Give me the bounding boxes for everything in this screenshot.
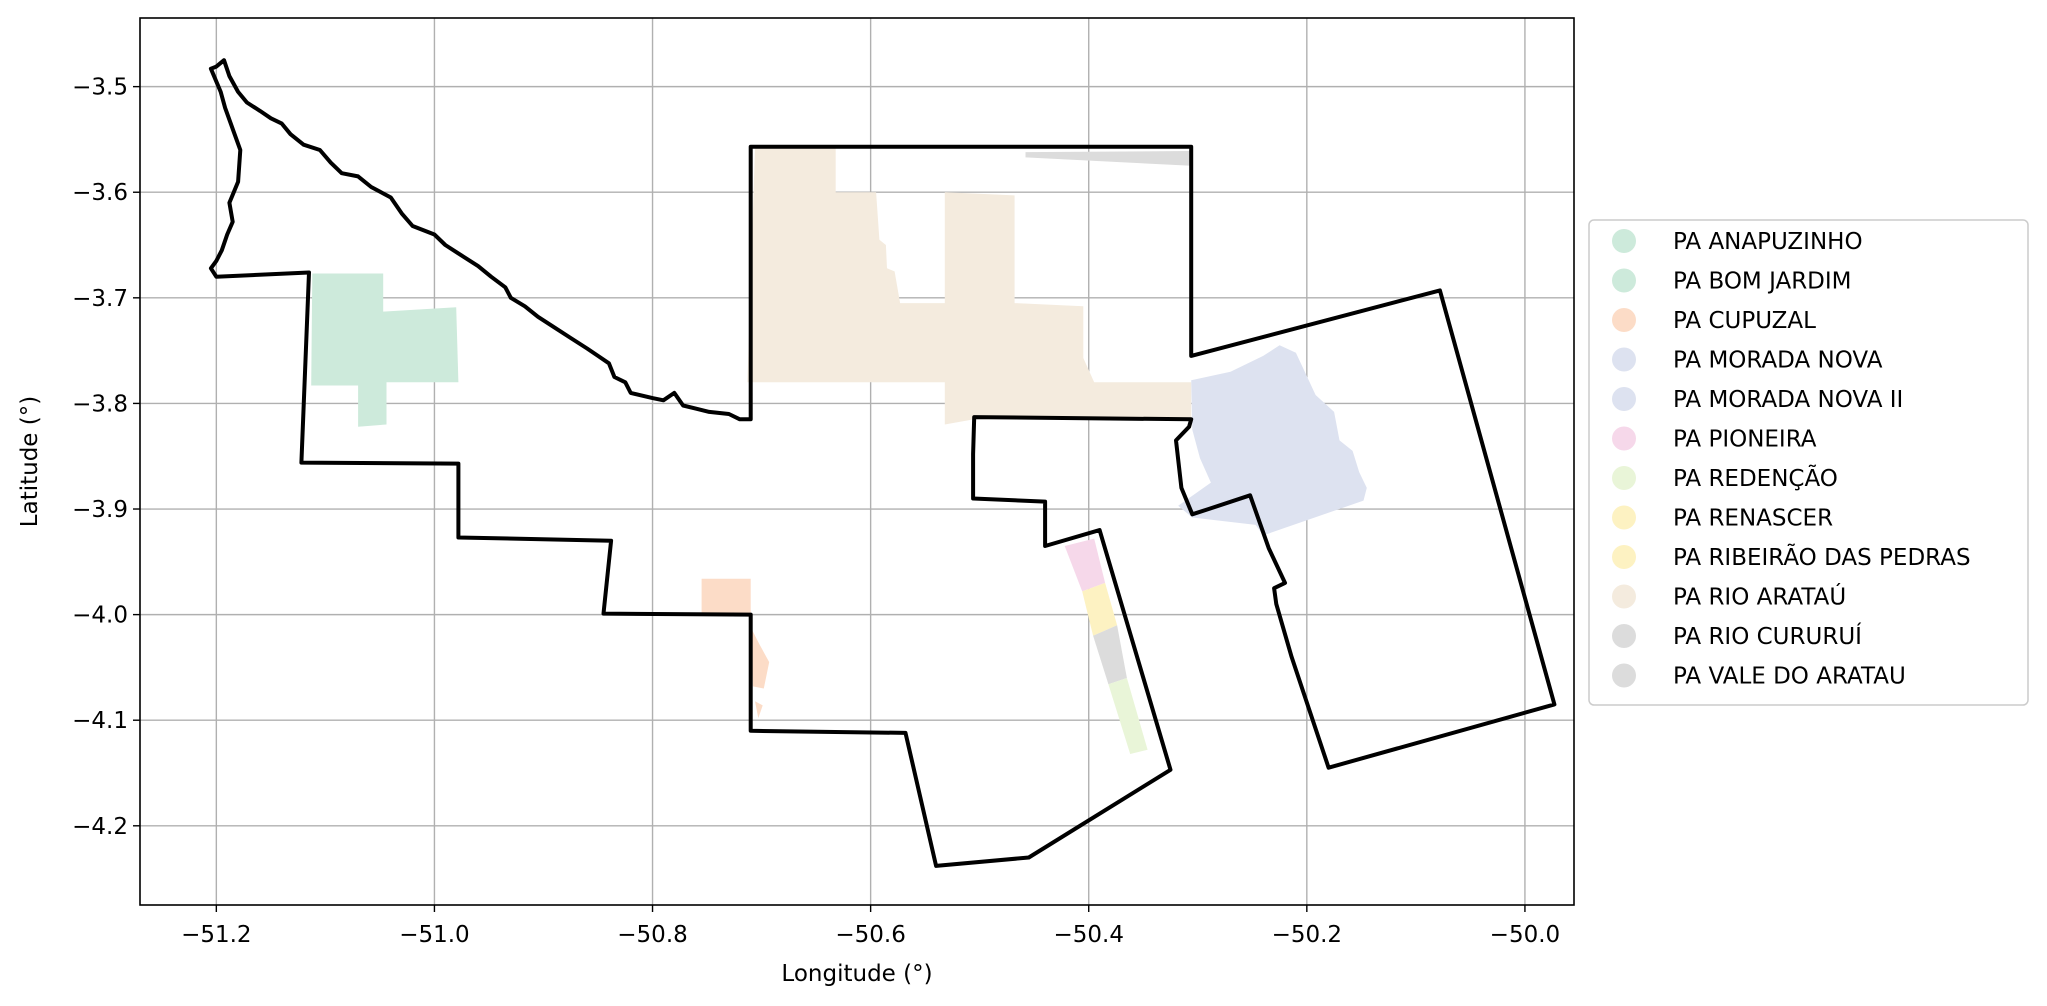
- x-tick-label: −50.8: [617, 922, 687, 948]
- legend-marker: [1612, 308, 1636, 332]
- legend-box: [1588, 219, 2029, 706]
- y-axis-label: Latitude (°): [17, 396, 43, 527]
- outline-polygon: [208, 58, 1557, 868]
- legend-marker: [1612, 347, 1636, 372]
- legend-label: PA RIO ARATAÚ: [1673, 583, 1846, 611]
- legend-label: PA REDENÇÃO: [1673, 464, 1838, 492]
- legend-marker: [1612, 545, 1636, 569]
- legend-label: PA BOM JARDIM: [1673, 269, 1852, 295]
- x-tick-label: −50.4: [1053, 922, 1123, 948]
- legend-label: PA RENASCER: [1673, 506, 1833, 532]
- x-tick-label: −51.2: [181, 922, 251, 948]
- legend-label: PA CUPUZAL: [1673, 308, 1816, 334]
- x-tick-label: −50.2: [1272, 922, 1342, 948]
- settlement-regions: [311, 147, 1367, 754]
- legend-marker: [1612, 624, 1636, 648]
- y-tick-label: −3.6: [72, 180, 128, 206]
- legend-label: PA MORADA NOVA II: [1673, 387, 1903, 413]
- region-polygon: [755, 701, 763, 719]
- x-tick-label: −50.6: [835, 922, 905, 948]
- legend-label: PA PIONEIRA: [1673, 427, 1817, 453]
- y-tick-label: −3.9: [72, 497, 128, 523]
- region-polygon: [311, 273, 459, 427]
- legend: PA ANAPUZINHO PA BOM JARDIM PA CUPUZAL PA M…: [1588, 219, 2029, 706]
- x-tick-label: −50.0: [1490, 922, 1560, 948]
- legend-marker: [1612, 426, 1636, 451]
- region-polygon: [1025, 151, 1192, 166]
- legend-label: PA RIBEIRÃO DAS PEDRAS: [1673, 543, 1971, 571]
- legend-marker: [1612, 229, 1636, 253]
- legend-label: PA RIO CURURUÍ: [1673, 622, 1862, 650]
- legend-label: PA ANAPUZINHO: [1673, 229, 1863, 255]
- legend-marker: [1612, 663, 1636, 688]
- region-polygon: [1178, 345, 1367, 536]
- x-tick-label: −51.0: [399, 922, 469, 948]
- y-tick-label: −4.2: [72, 814, 128, 840]
- legend-marker: [1612, 584, 1636, 609]
- x-axis-label: Longitude (°): [781, 961, 932, 987]
- y-tick-label: −4.0: [72, 603, 128, 629]
- region-polygon: [1108, 678, 1148, 754]
- region-polygon: [747, 147, 1192, 425]
- plot-frame: [139, 17, 1575, 906]
- legend-marker: [1612, 387, 1636, 411]
- region-polygon: [1064, 538, 1106, 592]
- y-tick-label: −4.1: [72, 708, 128, 734]
- legend-label: PA MORADA NOVA: [1673, 348, 1883, 374]
- legend-marker: [1612, 505, 1636, 530]
- axis-ticks: −51.2 −51.0 −50.8 −50.6 −50.4 −50.2 −50.0 −3.5 −…: [72, 75, 1560, 948]
- y-tick-label: −3.5: [72, 75, 128, 101]
- region-polygon: [1082, 582, 1118, 636]
- y-tick-label: −3.8: [72, 391, 128, 417]
- y-tick-label: −3.7: [72, 286, 128, 312]
- legend-marker: [1612, 268, 1636, 293]
- legend-label: PA VALE DO ARATAU: [1673, 664, 1906, 690]
- region-polygon: [1093, 625, 1127, 685]
- municipality-outline: [208, 58, 1557, 868]
- legend-marker: [1612, 466, 1636, 490]
